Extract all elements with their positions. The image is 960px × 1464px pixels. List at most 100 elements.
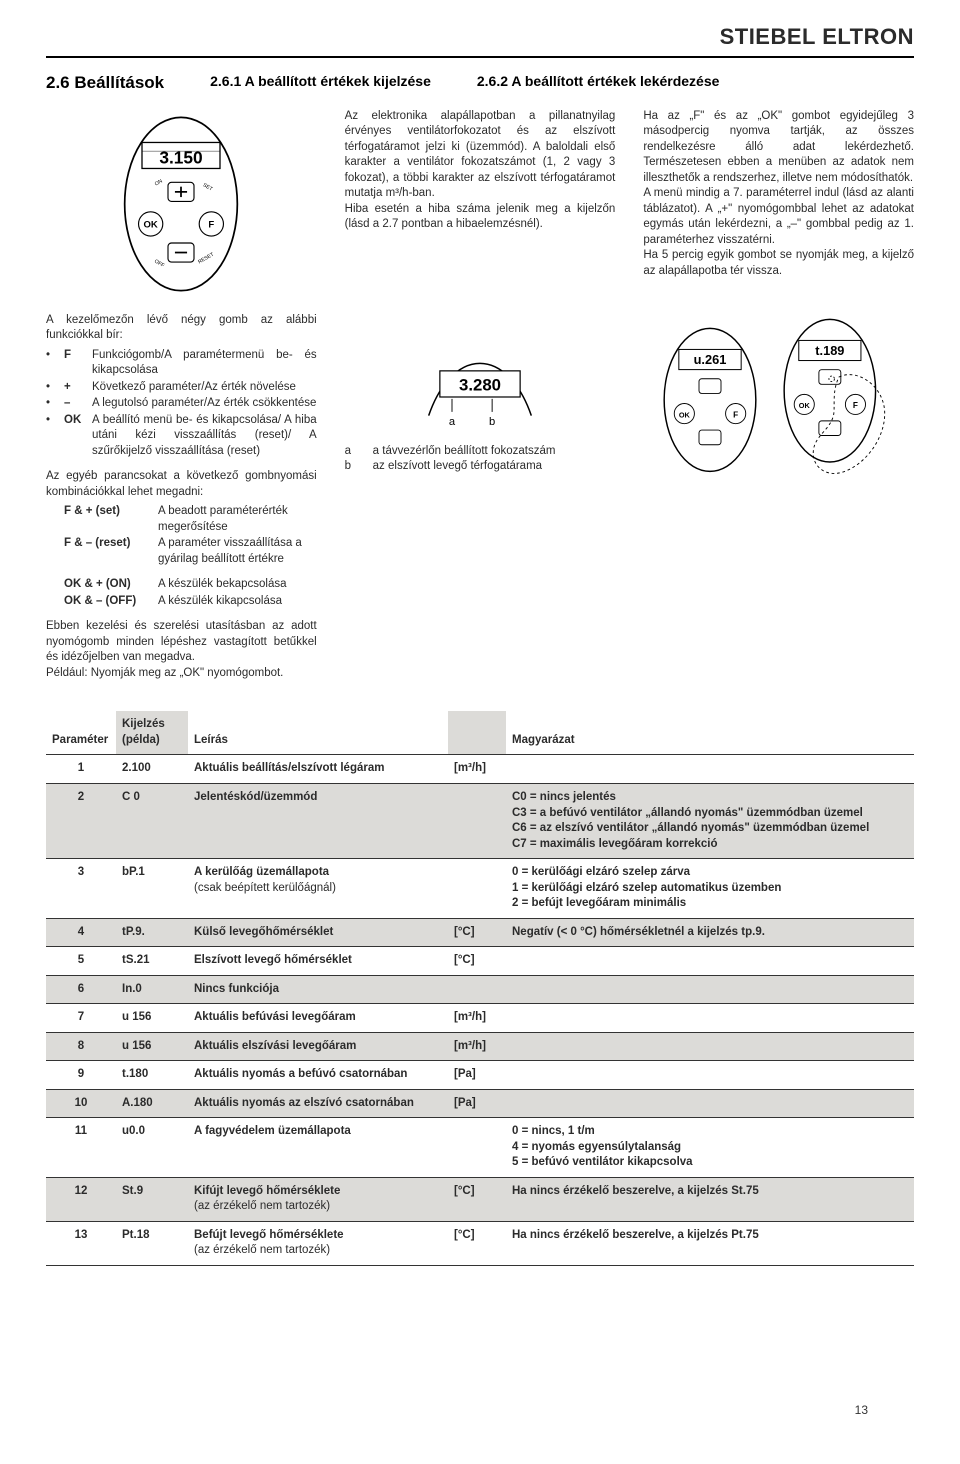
table-row: 12St.9Kifújt levegő hőmérséklete(az érzé… [46, 1177, 914, 1221]
cell-unit [448, 1118, 506, 1178]
combo-item: OK & – (OFF)A készülék kikapcsolása [46, 594, 317, 610]
table-row: 9t.180Aktuális nyomás a befúvó csatornáb… [46, 1061, 914, 1090]
cell-leiras: Elszívott levegő hőmérséklet [188, 947, 448, 976]
table-row: 13Pt.18Befújt levegő hőmérséklete(az érz… [46, 1221, 914, 1265]
cell-param: 11 [46, 1118, 116, 1178]
cell-magyarazat [506, 755, 914, 784]
cell-kijelzes: u 156 [116, 1032, 188, 1061]
cell-param: 6 [46, 975, 116, 1004]
cell-leiras: Külső levegőhőmérséklet [188, 918, 448, 947]
table-row: 12.100Aktuális beállítás/elszívott légár… [46, 755, 914, 784]
cell-magyarazat: 0 = nincs, 1 t/m4 = nyomás egyensúlytala… [506, 1118, 914, 1178]
table-row: 4tP.9.Külső levegőhőmérséklet[°C]Negatív… [46, 918, 914, 947]
th-kijelzes: Kijelzés (példa) [116, 711, 188, 755]
cell-kijelzes: C 0 [116, 784, 188, 859]
cell-magyarazat: C0 = nincs jelentésC3 = a befúvó ventilá… [506, 784, 914, 859]
cell-leiras: Kifújt levegő hőmérséklete(az érzékelő n… [188, 1177, 448, 1221]
cell-magyarazat [506, 1032, 914, 1061]
func-item: –A legutolsó paraméter/Az érték csökkent… [46, 396, 317, 412]
legend-b: b az elszívott levegő térfogatárama [345, 459, 616, 475]
svg-text:OK: OK [798, 401, 810, 410]
th-unit [448, 711, 506, 755]
bullet-icon [46, 594, 60, 610]
cell-magyarazat [506, 1004, 914, 1033]
cell-leiras: Aktuális beállítás/elszívott légáram [188, 755, 448, 784]
bullet-icon [46, 413, 60, 460]
cell-magyarazat: Negatív (< 0 °C) hőmérsékletnél a kijelz… [506, 918, 914, 947]
svg-text:F: F [733, 410, 738, 419]
cell-leiras: Befújt levegő hőmérséklete(az érzékelő n… [188, 1221, 448, 1265]
th-parameter: Paraméter [46, 711, 116, 755]
cell-unit: [°C] [448, 947, 506, 976]
combo-text: A beadott paraméterérték megerősítése [158, 504, 317, 535]
cell-leiras: Aktuális befúvási levegőáram [188, 1004, 448, 1033]
mid-columns: A kezelőmezőn lévő négy gomb az alábbi f… [46, 313, 914, 686]
func-tag: OK [64, 413, 88, 460]
top-columns: 3.150 OK F ON SET OFF RESET Az elektroni… [46, 109, 914, 295]
cell-unit: [m³/h] [448, 1032, 506, 1061]
cell-leiras: A kerülőág üzemállapota(csak beépített k… [188, 859, 448, 919]
func-text: A legutolsó paraméter/Az érték csökkenté… [92, 396, 317, 412]
cell-param: 12 [46, 1177, 116, 1221]
legend-a-text: a távvezérlőn beállított fokozatszám [373, 444, 616, 460]
cell-unit: [°C] [448, 1221, 506, 1265]
cell-unit: [m³/h] [448, 755, 506, 784]
cell-param: 13 [46, 1221, 116, 1265]
table-row: 2C 0Jelentéskód/üzemmódC0 = nincs jelent… [46, 784, 914, 859]
cell-unit: [°C] [448, 1177, 506, 1221]
cell-leiras: Aktuális elszívási levegőáram [188, 1032, 448, 1061]
cell-leiras: A fagyvédelem üzemállapota [188, 1118, 448, 1178]
bullet-icon [46, 577, 60, 593]
small-remote-right-digits: t.189 [815, 343, 844, 358]
cell-param: 8 [46, 1032, 116, 1061]
table-row: 3bP.1A kerülőág üzemállapota(csak beépít… [46, 859, 914, 919]
func-item: FFunkciógomb/A paramétermenü be- és kika… [46, 348, 317, 379]
combo-text: A készülék bekapcsolása [158, 577, 317, 593]
cell-leiras: Aktuális nyomás a befúvó csatornában [188, 1061, 448, 1090]
cell-kijelzes: A.180 [116, 1089, 188, 1118]
combo-intro: Az egyéb parancsokat a következő gombnyo… [46, 469, 317, 500]
table-row: 10A.180Aktuális nyomás az elszívó csator… [46, 1089, 914, 1118]
bullet-icon [46, 504, 60, 535]
func-item: OKA beállító menü be- és kikapcsolása/ A… [46, 413, 317, 460]
brand-header: STIEBEL ELTRON [46, 22, 914, 58]
cell-unit [448, 975, 506, 1004]
legend-b-key: b [345, 459, 363, 475]
cell-magyarazat [506, 1089, 914, 1118]
legend-b-text: az elszívott levegő térfogatárama [373, 459, 616, 475]
cell-kijelzes: tP.9. [116, 918, 188, 947]
svg-text:F: F [853, 401, 858, 410]
cell-magyarazat [506, 975, 914, 1004]
bullet-icon [46, 536, 60, 567]
cell-kijelzes: 2.100 [116, 755, 188, 784]
cell-kijelzes: bP.1 [116, 859, 188, 919]
func-text: Következő paraméter/Az érték növelése [92, 380, 317, 396]
two-remotes-block: u.261 OK F t.189 OK F [643, 313, 914, 686]
cell-kijelzes: tS.21 [116, 947, 188, 976]
cell-kijelzes: In.0 [116, 975, 188, 1004]
bullet-icon [46, 396, 60, 412]
cell-kijelzes: u 156 [116, 1004, 188, 1033]
mini-display-digits: 3.280 [459, 375, 501, 394]
mini-remote-svg: 3.280 a b [410, 313, 550, 434]
cell-param: 2 [46, 784, 116, 859]
paragraph-2-6-1: Az elektronika alapállapotban a pillanat… [345, 109, 616, 295]
table-row: 11u0.0A fagyvédelem üzemállapota0 = ninc… [46, 1118, 914, 1178]
func-tag: – [64, 396, 88, 412]
combo-item: F & + (set)A beadott paraméterérték mege… [46, 504, 317, 535]
func-tag: + [64, 380, 88, 396]
cell-magyarazat [506, 1061, 914, 1090]
cell-unit: [Pa] [448, 1061, 506, 1090]
cell-kijelzes: Pt.18 [116, 1221, 188, 1265]
combo-tag: F & – (reset) [64, 536, 154, 567]
cell-unit: [m³/h] [448, 1004, 506, 1033]
cell-param: 3 [46, 859, 116, 919]
cell-unit: [°C] [448, 918, 506, 947]
table-row: 8u 156Aktuális elszívási levegőáram[m³/h… [46, 1032, 914, 1061]
bullet-icon [46, 380, 60, 396]
cell-unit: [Pa] [448, 1089, 506, 1118]
bullet-icon [46, 348, 60, 379]
page-number: 13 [855, 1402, 868, 1418]
label-a: a [449, 416, 456, 428]
cell-param: 9 [46, 1061, 116, 1090]
